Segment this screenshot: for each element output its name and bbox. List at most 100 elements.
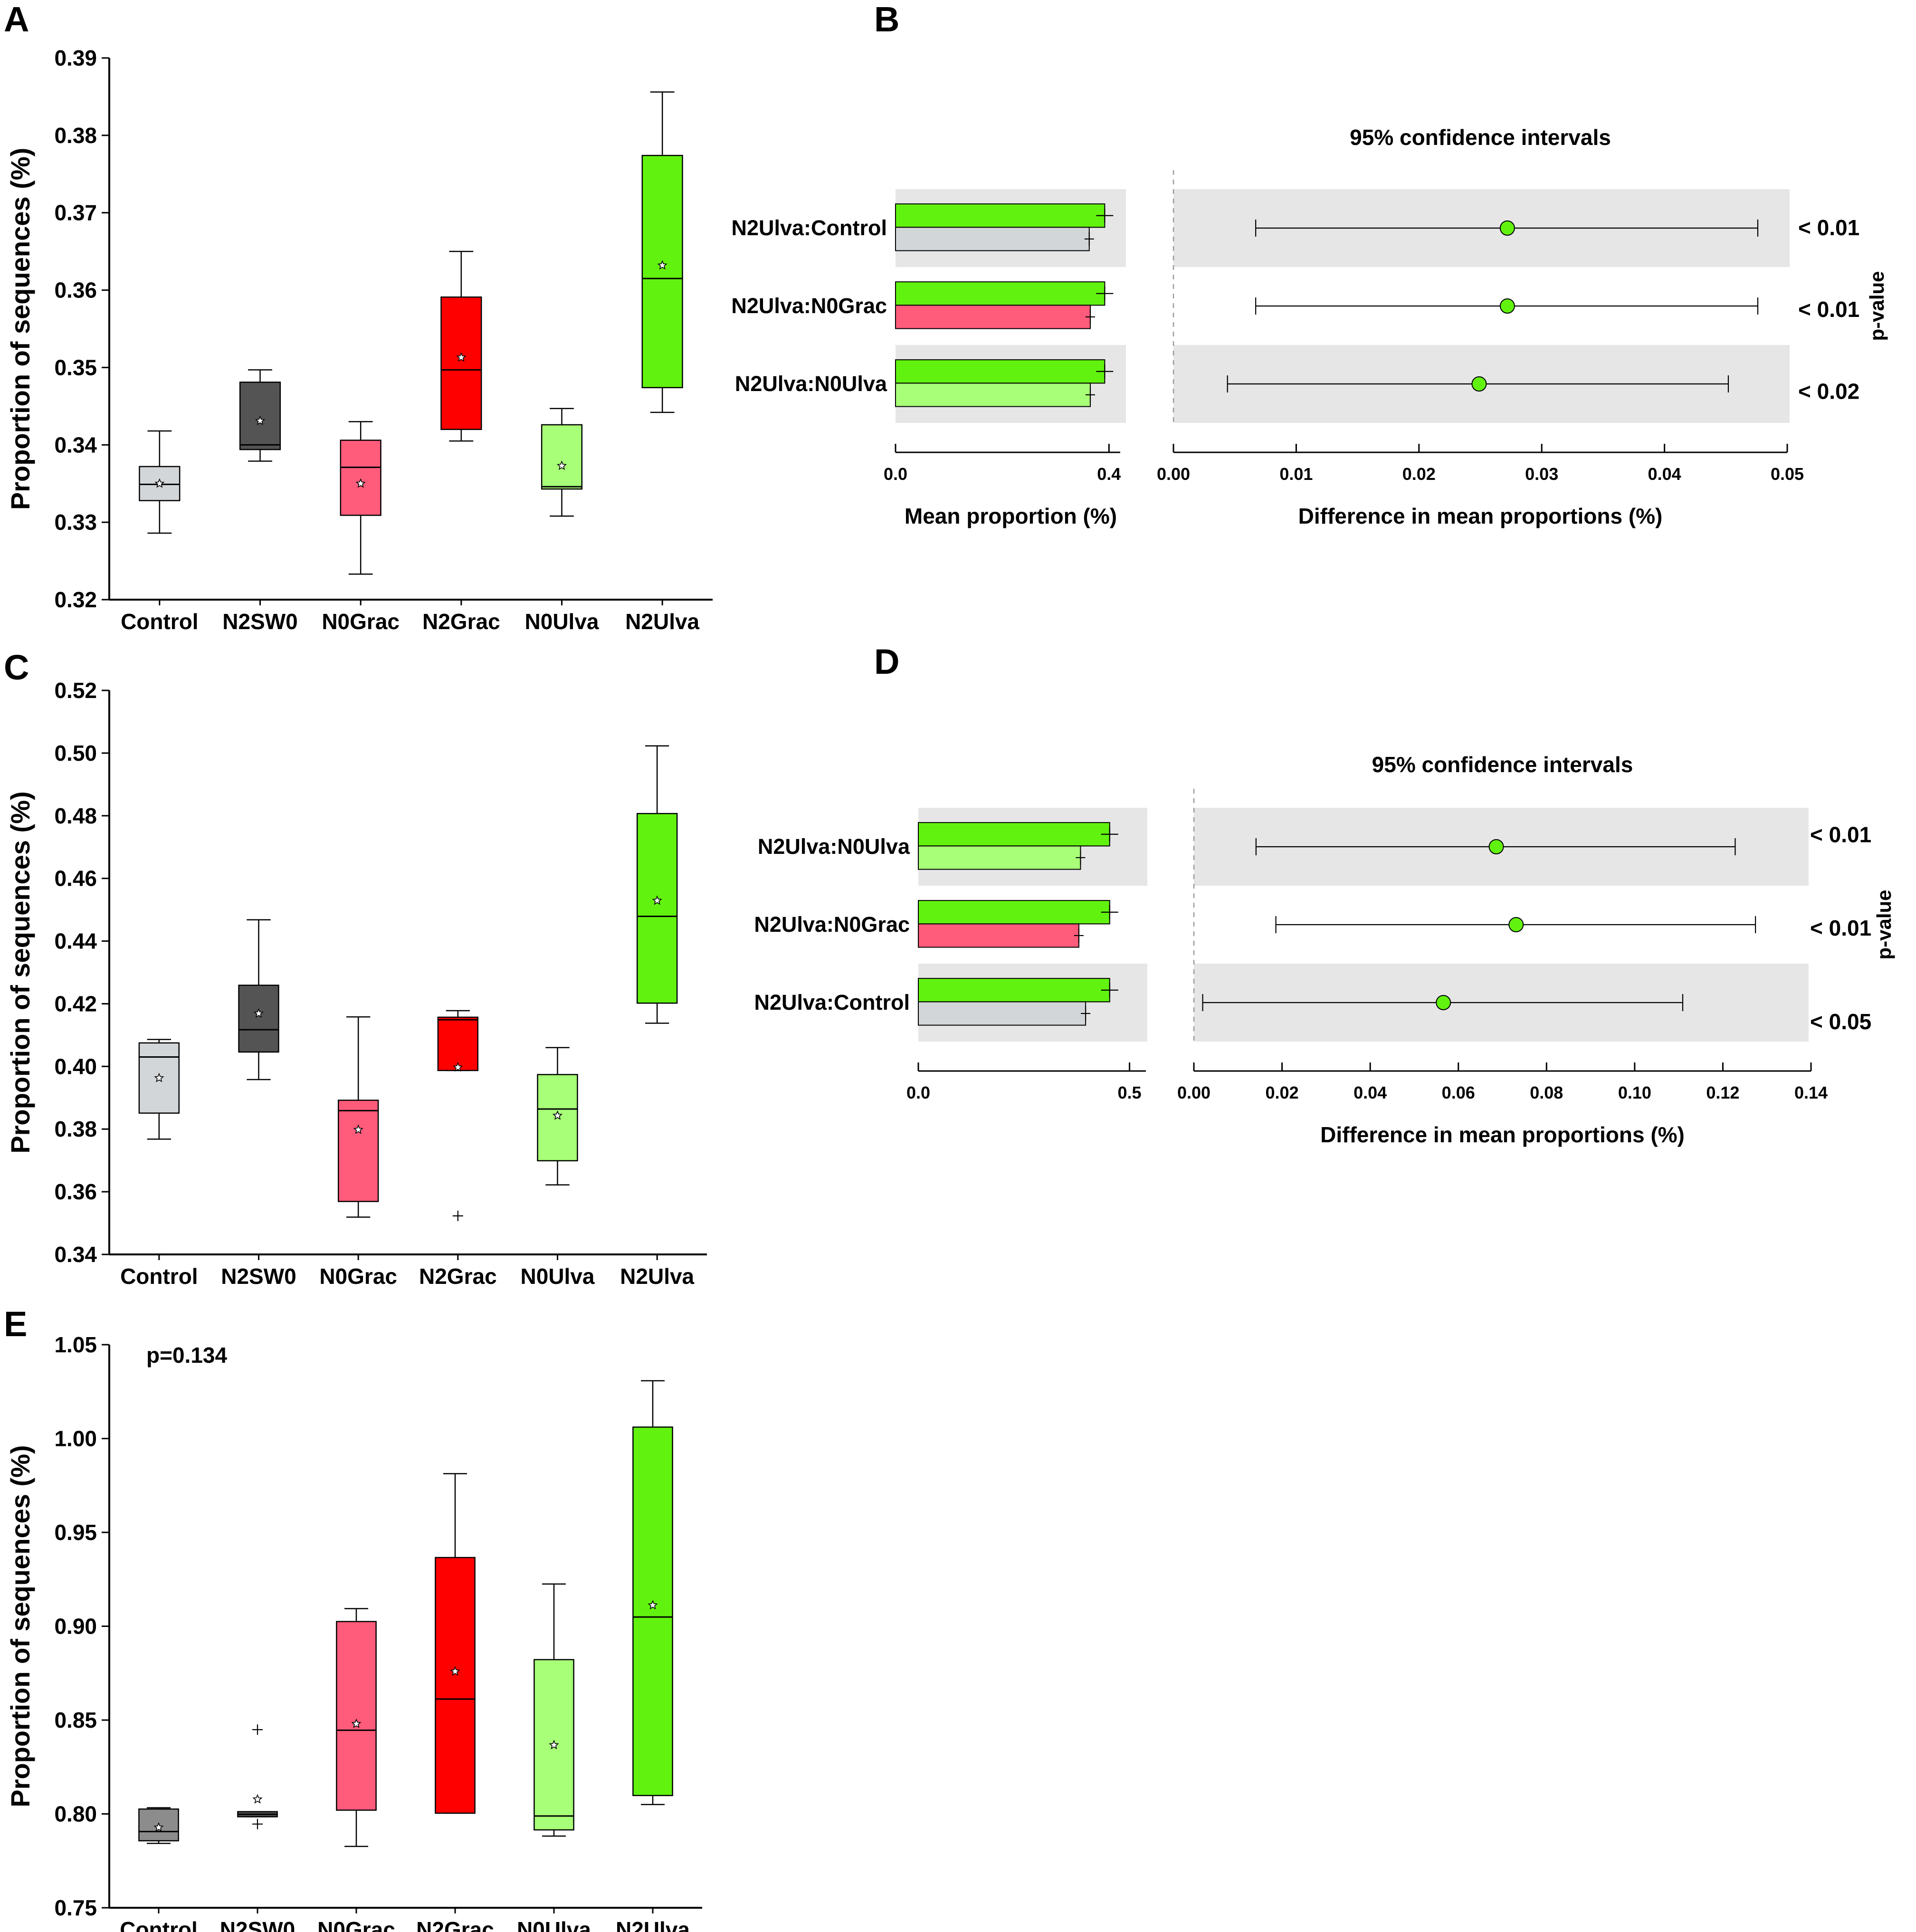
- x-tick-label: N0Ulva: [521, 1264, 595, 1289]
- box-mean-marker: [255, 415, 266, 425]
- y-tick-label: 0.37: [54, 201, 97, 225]
- box-N0Grac: [337, 1016, 379, 1218]
- bar1-error-mark: [1101, 983, 1118, 997]
- mean-difference-point: [1471, 376, 1487, 392]
- x-tick-label: N2Ulva: [625, 609, 699, 634]
- box-mean-marker: [154, 478, 165, 488]
- box-mean-marker: [456, 352, 467, 362]
- box-N2Grac: [440, 250, 482, 442]
- x-tick-label: Control: [120, 1264, 198, 1289]
- right-x-tick-label: 0.06: [1442, 1083, 1475, 1102]
- p-value: < 0.01: [1798, 215, 1859, 240]
- box-N2SW0: [239, 369, 281, 462]
- right-x-tick-label: 0.05: [1771, 464, 1804, 484]
- mean-bar-group1: [918, 978, 1110, 1003]
- left-x-tick-label: 0.0: [906, 1083, 930, 1102]
- comparison-row: N2Ulva:N0Ulva < 0.02: [735, 345, 1859, 423]
- x-tick-label: N2SW0: [220, 1917, 295, 1932]
- right-x-axis-label: Difference in mean proportions (%): [1320, 1122, 1685, 1147]
- panel-letter-E: E: [4, 1304, 27, 1344]
- bar2-error-mark: [1084, 232, 1094, 246]
- x-tick-label: N2Ulva: [616, 1917, 690, 1932]
- y-axis-label: Proportion of sequences (%): [5, 791, 35, 1153]
- box-N0Ulva: [537, 1047, 578, 1186]
- comparison-row: N2Ulva:N0Grac < 0.01: [731, 281, 1859, 329]
- bar1-error-mark: [1101, 827, 1118, 842]
- box-mean-marker: [353, 1124, 363, 1134]
- box-N0Grac: [340, 421, 381, 575]
- box-N2SW0: [238, 919, 279, 1081]
- panel-letter-D: D: [874, 642, 899, 681]
- y-axis-label: Proportion of sequences (%): [5, 148, 35, 510]
- y-tick-label: 0.46: [54, 866, 97, 891]
- x-tick-label: N2Grac: [416, 1917, 494, 1932]
- y-tick-label: 0.80: [54, 1802, 97, 1827]
- y-tick-label: 0.50: [54, 741, 97, 765]
- bar1-error-mark: [1101, 905, 1118, 919]
- comparison-label: N2Ulva:Control: [754, 990, 910, 1014]
- box-N2SW0: [237, 1724, 278, 1829]
- x-tick-label: Control: [121, 609, 199, 634]
- p-value-annotation: p=0.134: [146, 1343, 227, 1368]
- comparison-label: N2Ulva:N0Grac: [731, 294, 887, 318]
- comparison-label: N2Ulva:N0Grac: [754, 912, 910, 937]
- box-iqr: [337, 1100, 379, 1202]
- ci-title: 95% confidence intervals: [1350, 125, 1611, 150]
- y-tick-label: 0.35: [54, 355, 97, 380]
- p-value: < 0.02: [1798, 379, 1859, 403]
- y-tick-label: 0.44: [54, 929, 97, 954]
- box-iqr: [340, 440, 381, 516]
- x-tick-label: N0Ulva: [525, 609, 599, 634]
- box-iqr: [632, 1426, 673, 1797]
- box-iqr: [641, 154, 683, 389]
- y-tick-label: 0.36: [54, 1179, 97, 1204]
- x-tick-label: Control: [120, 1917, 198, 1932]
- mean-difference-point: [1499, 298, 1515, 314]
- p-value: < 0.01: [1810, 916, 1871, 940]
- mean-difference-point: [1436, 995, 1451, 1010]
- box-N2Grac: [435, 1473, 476, 1814]
- mean-bar-group1: [918, 822, 1110, 847]
- y-tick-label: 0.90: [54, 1614, 97, 1639]
- bar2-error-mark: [1074, 928, 1084, 943]
- x-tick-label: N0Grac: [322, 609, 400, 634]
- box-iqr: [440, 296, 482, 430]
- mean-bar-group2: [895, 383, 1091, 407]
- panel-letter-C: C: [4, 648, 29, 687]
- panel-C: C 0.34 0.36 0.38 0.40 0.42 0.44 0.46 0.48 0.50 0.5…: [4, 648, 707, 1289]
- y-axis-label: Proportion of sequences (%): [5, 1445, 35, 1807]
- p-value-axis-label: p-value: [1866, 271, 1888, 341]
- comparison-label: N2Ulva:N0Ulva: [735, 372, 887, 396]
- panel-B: B 95% confidence intervals N2Ulva:Control <…: [731, 0, 1888, 528]
- right-x-tick-label: 0.04: [1648, 464, 1681, 484]
- right-x-tick-label: 0.08: [1530, 1083, 1563, 1102]
- bar2-error-mark: [1085, 310, 1095, 324]
- box-mean-marker: [549, 1740, 559, 1750]
- box-iqr: [238, 985, 279, 1053]
- box-mean-marker: [253, 1008, 264, 1018]
- right-x-tick-label: 0.00: [1177, 1083, 1211, 1102]
- outlier-marker: [452, 1210, 463, 1221]
- box-iqr: [636, 813, 678, 1004]
- box-mean-marker: [351, 1718, 362, 1728]
- box-iqr: [435, 1557, 476, 1814]
- box-mean-marker: [450, 1666, 460, 1676]
- y-tick-label: 0.52: [54, 678, 97, 703]
- box-N0Ulva: [541, 408, 583, 517]
- right-x-tick-label: 0.01: [1279, 464, 1313, 484]
- box-iqr: [437, 1016, 479, 1071]
- box-mean-marker: [652, 895, 662, 905]
- mean-difference-point: [1508, 917, 1524, 932]
- box-mean-marker: [453, 1062, 463, 1072]
- y-tick-label: 0.38: [54, 123, 97, 148]
- left-x-tick-label: 0.4: [1097, 464, 1121, 484]
- mean-bar-group1: [895, 203, 1106, 228]
- right-x-tick-label: 0.14: [1794, 1083, 1828, 1102]
- bar2-error-mark: [1085, 388, 1095, 402]
- right-x-tick-label: 0.03: [1525, 464, 1558, 484]
- box-Control: [138, 1807, 179, 1844]
- x-tick-label: N2Grac: [422, 609, 500, 634]
- mean-bar-group2: [895, 227, 1090, 251]
- panel-letter-B: B: [874, 0, 899, 39]
